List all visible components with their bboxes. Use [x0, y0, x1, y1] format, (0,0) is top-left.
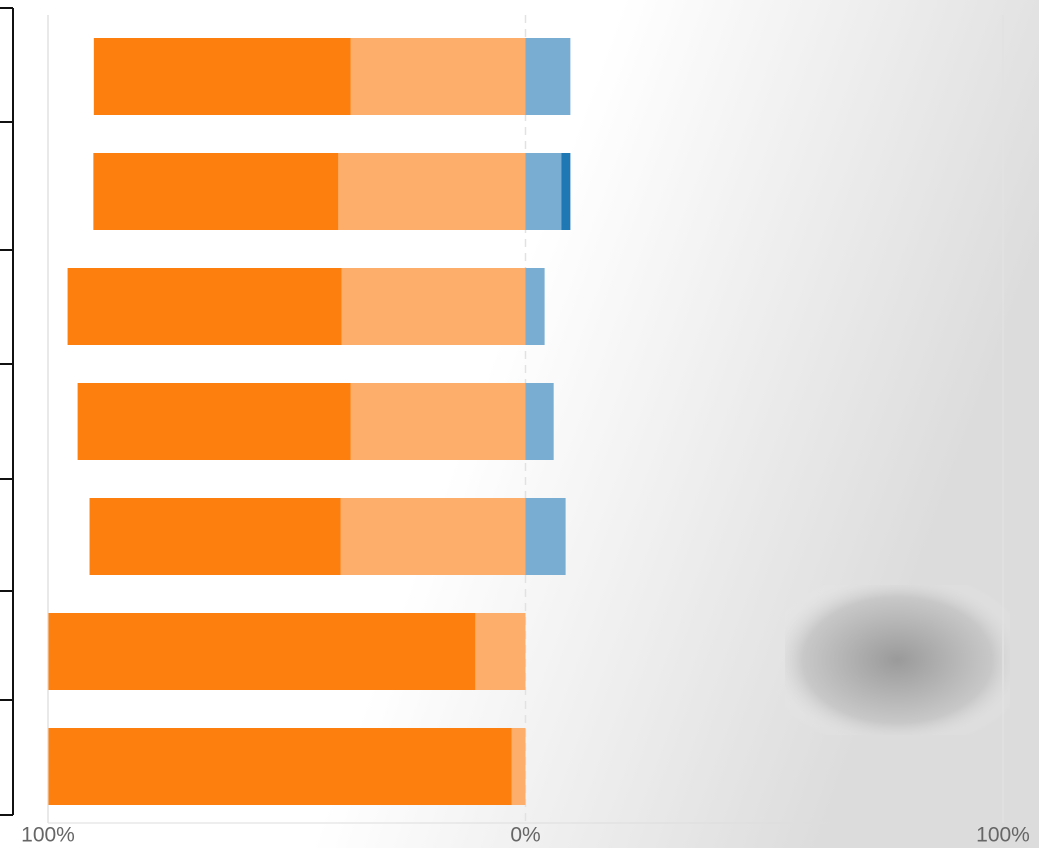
bar-segment	[475, 613, 526, 690]
bar-segment	[89, 498, 341, 575]
bar-segment	[561, 153, 571, 230]
bar-segment	[525, 498, 566, 575]
x-tick-label: 100%	[21, 824, 75, 847]
bar-segment	[77, 383, 351, 460]
bar-segment	[338, 153, 526, 230]
bar-segment	[525, 383, 554, 460]
bar-segment	[350, 383, 526, 460]
bar-segment	[340, 498, 526, 575]
photo	[785, 585, 1010, 735]
bar-segment	[48, 728, 512, 805]
bar-segment	[525, 38, 571, 115]
bar-segment	[93, 38, 351, 115]
x-tick-label: 0%	[510, 824, 540, 847]
bar-segment	[525, 153, 562, 230]
bar-segment	[525, 268, 545, 345]
x-tick-label: 100%	[976, 824, 1030, 847]
bar-segment	[93, 153, 339, 230]
row-frame	[0, 7, 14, 816]
bar-segment	[511, 728, 526, 805]
bar-segment	[48, 613, 476, 690]
bar-segment	[350, 38, 526, 115]
bar-segment	[341, 268, 526, 345]
bar-segment	[67, 268, 342, 345]
